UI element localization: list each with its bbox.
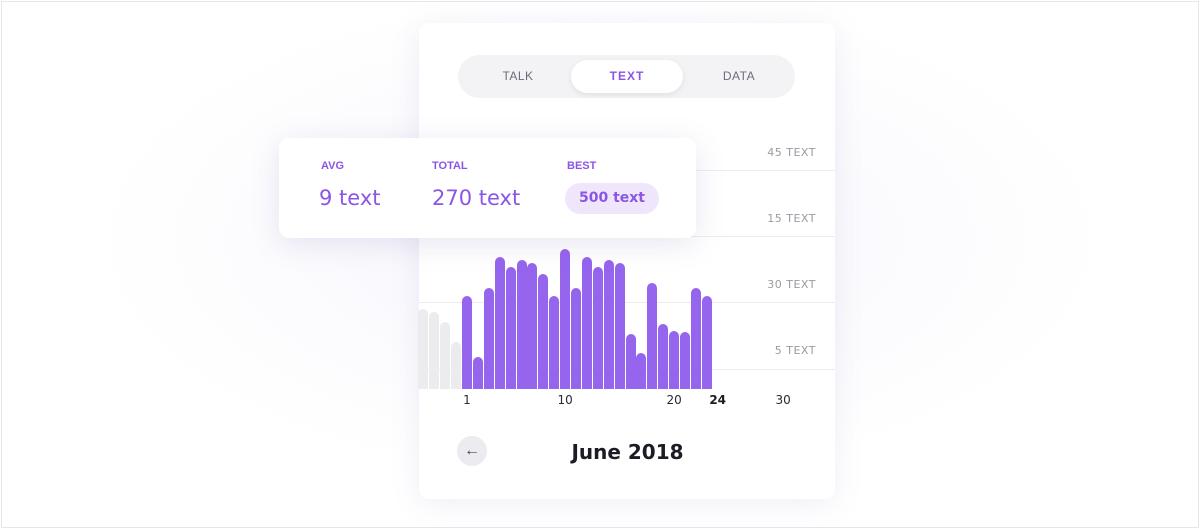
total-value: 270 text (432, 186, 521, 210)
bar-day-7 (527, 263, 538, 389)
x-tick-label: 1 (463, 393, 471, 407)
gridline (419, 302, 835, 303)
month-title: June 2018 (571, 440, 684, 464)
x-tick-label: 20 (666, 393, 682, 407)
x-tick-label: 10 (557, 393, 573, 407)
tab-text[interactable]: TEXT (571, 60, 683, 93)
bar-day-8 (538, 274, 549, 389)
y-tick-label: 15 TEXT (767, 212, 816, 225)
bar-day-12 (581, 257, 592, 389)
bar-day-9 (549, 296, 560, 389)
bar-day-17 (636, 353, 647, 389)
tab-data[interactable]: DATA (722, 69, 756, 83)
x-tick-label: 24 (709, 393, 727, 407)
bar-day-4 (494, 257, 505, 389)
y-tick-label: 30 TEXT (767, 278, 816, 291)
avg-value: 9 text (319, 186, 381, 210)
bar-day-3 (483, 288, 494, 389)
total-label: TOTAL (432, 160, 468, 172)
bar-previous-month (451, 342, 462, 389)
bar-day-20 (669, 331, 680, 389)
bar-day-6 (516, 260, 527, 389)
arrow-left-icon: ← (464, 442, 480, 459)
bar-day-18 (647, 283, 658, 389)
best-label: BEST (567, 160, 597, 172)
tab-bar: TALK TEXT DATA (458, 55, 795, 98)
avg-label: AVG (321, 160, 345, 172)
best-badge: 500 text (565, 183, 659, 214)
bar-previous-month (429, 312, 440, 389)
bar-day-15 (614, 263, 625, 389)
stats-panel: AVG 9 text TOTAL 270 text BEST 500 text (279, 138, 696, 238)
bar-day-11 (571, 288, 581, 389)
bar-day-19 (658, 324, 669, 389)
x-tick-label: 30 (775, 393, 791, 407)
bar-day-1 (462, 296, 472, 389)
bar-day-2 (472, 357, 483, 389)
bar-day-10 (560, 249, 571, 389)
bar-day-21 (680, 332, 690, 389)
bar-day-16 (625, 334, 636, 389)
back-button[interactable]: ← (457, 436, 487, 466)
y-tick-label: 45 TEXT (767, 146, 816, 159)
bar-day-14 (603, 260, 614, 389)
bar-day-23 (701, 296, 712, 389)
y-tick-label: 5 TEXT (774, 344, 816, 357)
bar-day-13 (592, 267, 603, 389)
bar-previous-month (440, 322, 451, 389)
bar-day-22 (690, 288, 701, 389)
tab-talk[interactable]: TALK (502, 69, 534, 83)
bar-previous-month (418, 309, 429, 389)
bar-day-5 (505, 267, 516, 389)
stats-card (419, 23, 835, 499)
